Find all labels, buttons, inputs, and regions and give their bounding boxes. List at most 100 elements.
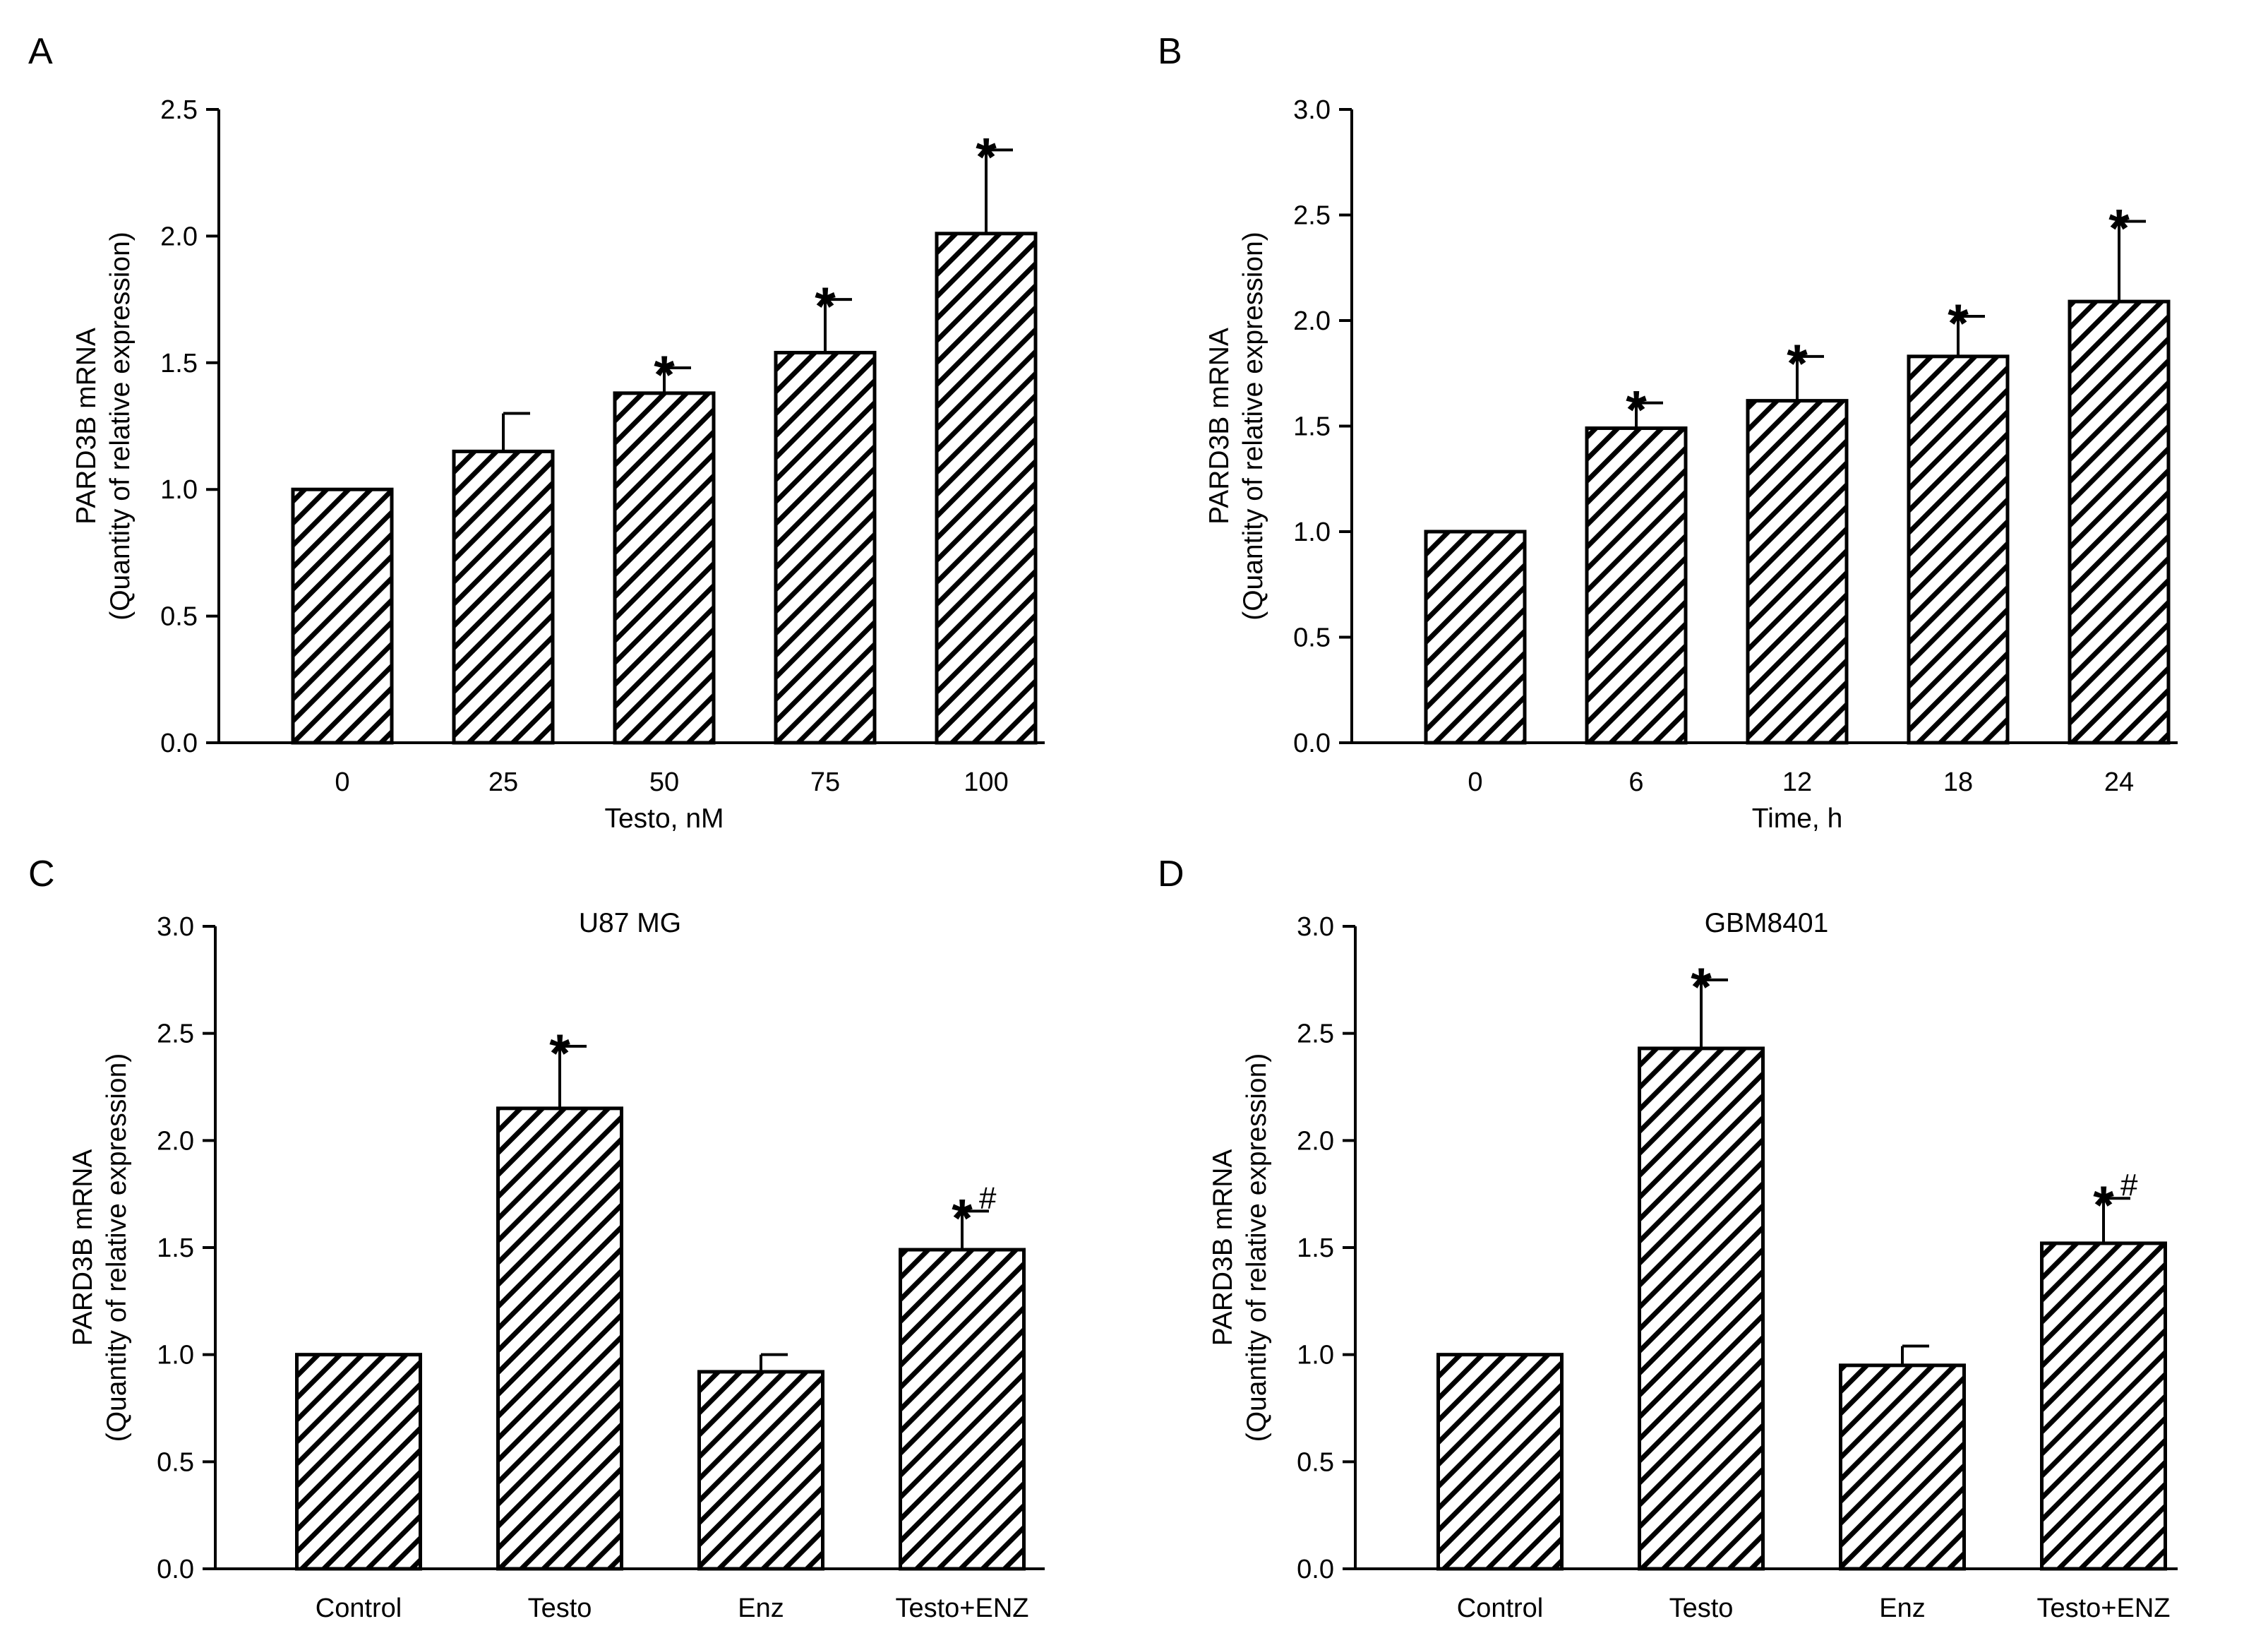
y-tick-label: 2.0: [157, 1126, 194, 1156]
x-tick-label: 50: [649, 767, 679, 797]
x-tick-label: Testo+ENZ: [2036, 1594, 2170, 1623]
y-tick-label: 0.0: [157, 1555, 194, 1584]
bar: [291, 487, 394, 745]
panel-letter: C: [28, 854, 55, 895]
bar: [935, 232, 1038, 745]
x-tick-label: Testo: [528, 1594, 592, 1623]
bar: [1907, 354, 2010, 745]
significance-mark: *: [976, 127, 997, 187]
panel-letter: B: [1158, 31, 1182, 72]
y-axis-title-line: PARD3B mRNA: [1208, 1149, 1238, 1346]
y-tick-label: 1.0: [160, 475, 198, 505]
significance-mark: *: [952, 1188, 973, 1248]
panel-letter: A: [28, 31, 53, 72]
x-tick-label: 75: [810, 767, 840, 797]
panel-subtitle: GBM8401: [1705, 908, 1829, 938]
y-tick-label: 1.0: [157, 1341, 194, 1370]
y-tick-label: 2.5: [160, 95, 198, 125]
x-tick-label: 100: [964, 767, 1008, 797]
y-axis-title: PARD3B mRNA (Quantity of relative express…: [1204, 232, 1268, 621]
bar: [774, 350, 877, 745]
x-tick-label: 0: [335, 767, 349, 797]
y-axis-title-line: (Quantity of relative expression): [1238, 232, 1268, 621]
x-tick-label: 18: [1943, 767, 1973, 797]
x-tick-label: 12: [1782, 767, 1812, 797]
x-tick-label: Enz: [738, 1594, 784, 1623]
y-tick-label: 0.0: [1293, 729, 1331, 758]
bar: [1436, 1353, 1564, 1571]
y-tick-label: 2.0: [1297, 1126, 1334, 1156]
significance-mark: *: [1691, 957, 1712, 1017]
x-tick-label: Testo: [1669, 1594, 1734, 1623]
significance-mark-hash: #: [979, 1180, 997, 1215]
x-tick-label: Control: [1457, 1594, 1544, 1623]
bar: [899, 1248, 1026, 1571]
y-tick-label: 0.0: [1297, 1555, 1334, 1584]
x-tick-label: Enz: [1879, 1594, 1925, 1623]
bar: [295, 1353, 422, 1571]
y-tick-label: 0.5: [157, 1447, 194, 1477]
y-tick-label: 1.5: [1293, 412, 1331, 442]
y-tick-label: 1.5: [157, 1233, 194, 1263]
x-tick-label: 25: [488, 767, 518, 797]
bar: [1424, 530, 1527, 745]
y-tick-label: 0.5: [1297, 1447, 1334, 1477]
y-tick-label: 2.0: [160, 222, 198, 251]
y-tick-label: 2.5: [1297, 1020, 1334, 1049]
panel-c: C U87 MG 0.0 0.5 1.0 1.5 2.0 2.5 3.0 PARD3B mRNA(…: [28, 854, 1045, 1623]
y-axis-title-line: (Quantity of relative expression): [102, 1053, 132, 1442]
y-tick-label: 2.5: [1293, 201, 1331, 231]
y-axis-title-line: (Quantity of relative expression): [1242, 1053, 1272, 1442]
panel-letter: D: [1158, 854, 1184, 895]
panel-a: A 0.0 0.5 1.0 1.5 2.0 2.5 PARD3B mRNA (Quantity …: [28, 31, 1045, 834]
y-tick-label: 3.0: [1293, 95, 1331, 125]
x-tick-label: Control: [316, 1594, 402, 1623]
y-tick-label: 1.0: [1293, 518, 1331, 547]
y-tick-label: 2.5: [157, 1020, 194, 1049]
panel-subtitle: U87 MG: [579, 908, 681, 938]
y-tick-label: 2.0: [1293, 306, 1331, 336]
significance-mark: *: [1626, 381, 1647, 441]
x-tick-label: Testo+ENZ: [895, 1594, 1028, 1623]
bar: [613, 391, 716, 745]
y-tick-label: 0.0: [160, 729, 198, 758]
x-tick-label: 24: [2104, 767, 2134, 797]
y-axis-title: PARD3B mRNA (Quantity of relative express…: [68, 1053, 132, 1442]
bar: [452, 449, 555, 745]
bar: [2068, 299, 2171, 745]
x-axis-title: Time, h: [1752, 803, 1843, 834]
y-axis-title-line: PARD3B mRNA: [1204, 328, 1235, 525]
y-axis-title-line: PARD3B mRNA: [71, 328, 102, 525]
x-axis-title: Testo, nM: [604, 803, 724, 834]
significance-mark: *: [1948, 294, 1969, 354]
bar: [1746, 399, 1849, 745]
significance-mark: *: [549, 1024, 570, 1084]
y-tick-label: 0.5: [1293, 623, 1331, 653]
y-tick-label: 0.5: [160, 602, 198, 632]
y-tick-label: 3.0: [1297, 912, 1334, 942]
y-axis-title: PARD3B mRNA (Quantity of relative express…: [1208, 1053, 1272, 1442]
y-axis-title-line: (Quantity of relative expression): [105, 232, 136, 621]
bar: [496, 1106, 623, 1571]
bar: [2040, 1241, 2167, 1571]
bar: [697, 1370, 824, 1571]
bar: [1638, 1046, 1765, 1571]
y-tick-label: 1.5: [1297, 1233, 1334, 1263]
significance-mark: *: [2108, 198, 2130, 258]
panel-b: B 0.0 0.5 1.0 1.5 2.0 2.5 3.0 PARD3B mRNA (Quanti…: [1158, 31, 2178, 834]
bar: [1585, 426, 1688, 745]
significance-mark: *: [2093, 1176, 2114, 1236]
bar: [1839, 1363, 1966, 1571]
y-tick-label: 1.0: [1297, 1341, 1334, 1370]
y-axis-title-line: PARD3B mRNA: [68, 1149, 98, 1346]
significance-mark: *: [815, 277, 836, 337]
y-axis-title: PARD3B mRNA (Quantity of relative express…: [71, 232, 136, 621]
significance-mark-hash: #: [2120, 1168, 2138, 1202]
significance-mark: *: [1787, 334, 1808, 394]
x-tick-label: 6: [1628, 767, 1643, 797]
panel-d: D GBM8401 0.0 0.5 1.0 1.5 2.0 2.5 3.0 PARD3B mRNA…: [1158, 854, 2178, 1623]
significance-mark: *: [654, 345, 675, 405]
y-tick-label: 3.0: [157, 912, 194, 942]
y-tick-label: 1.5: [160, 349, 198, 378]
